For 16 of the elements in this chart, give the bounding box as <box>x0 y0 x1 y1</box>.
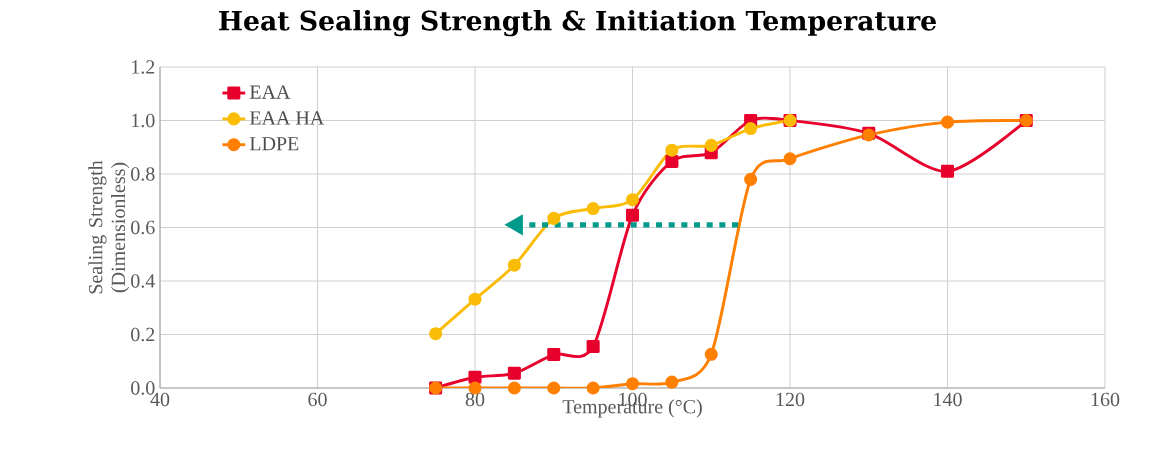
chart-title: Heat Sealing Strength & Initiation Temperature <box>219 10 936 37</box>
legend-label: EAA <box>249 85 291 99</box>
y-tick-label: 0.6 <box>131 220 155 235</box>
y-tick-label: 1.0 <box>132 113 155 128</box>
legend-label: LDPE <box>249 137 299 151</box>
y-tick-label: 1.2 <box>132 60 155 74</box>
x-tick-label: 80 <box>465 392 485 407</box>
x-tick-label: 160 <box>1091 392 1120 407</box>
legend-label: EAA HA <box>249 111 325 125</box>
x-tick-label: 140 <box>934 392 962 407</box>
y-tick-label: 0.4 <box>131 274 155 288</box>
x-tick-label: 120 <box>776 392 805 407</box>
y-axis-title: Sealing Strength (Dimensionless) <box>88 160 130 294</box>
y-tick-label: 0.8 <box>131 167 155 181</box>
y-tick-label: 0.2 <box>131 327 155 342</box>
x-tick-label: 60 <box>308 392 327 407</box>
